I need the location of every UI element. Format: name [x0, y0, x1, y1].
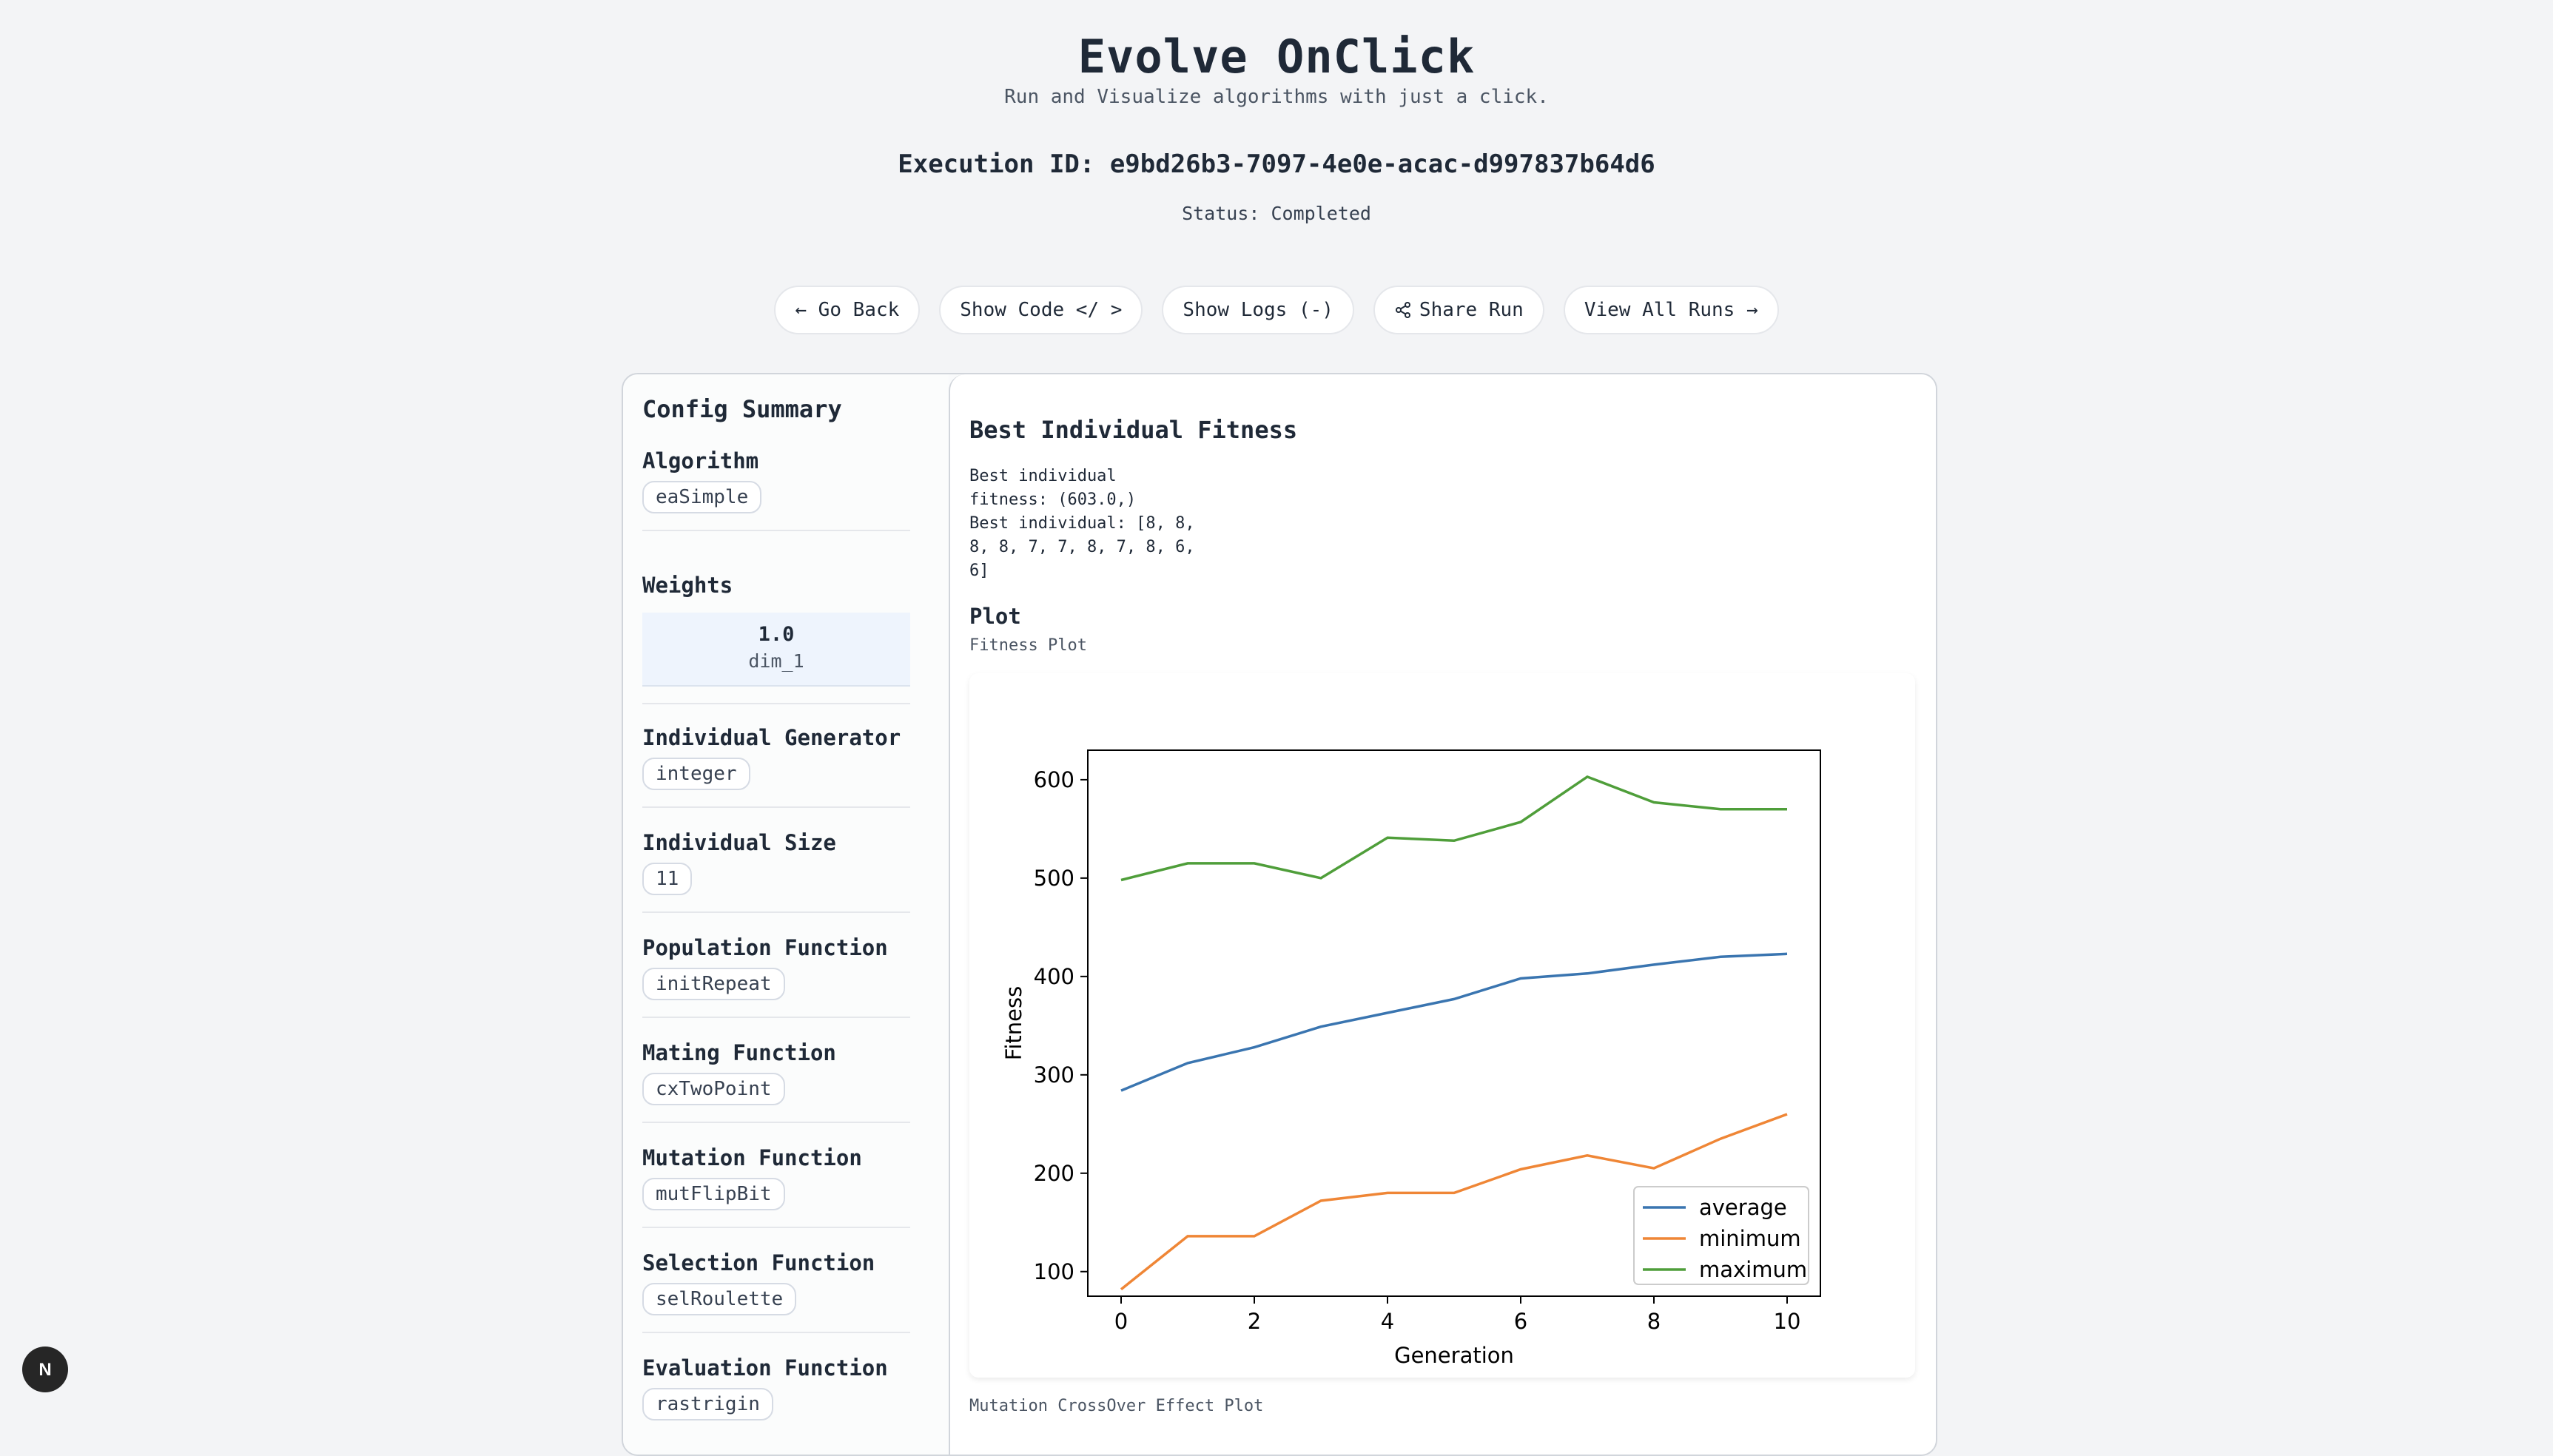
- evaluation-function-section: Evaluation Function rastrigin: [642, 1355, 910, 1420]
- toolbar: ← Go Back Show Code </ > Show Logs (-) S…: [0, 286, 2553, 334]
- individual-size-label: Individual Size: [642, 830, 836, 855]
- individual-generator-section: Individual Generator integer: [642, 725, 910, 790]
- divider: [642, 1017, 910, 1018]
- divider: [642, 911, 910, 913]
- individual-size-badge: 11: [642, 863, 693, 895]
- app-title: Evolve OnClick: [1077, 30, 1476, 84]
- algorithm-badge: eaSimple: [642, 481, 762, 513]
- dev-tools-badge[interactable]: N: [22, 1347, 68, 1392]
- x-tick-label: 2: [1248, 1309, 1261, 1334]
- individual-generator-label: Individual Generator: [642, 725, 901, 750]
- y-tick-label: 200: [1034, 1161, 1074, 1186]
- share-run-label: Share Run: [1419, 299, 1524, 321]
- config-sidebar: Config Summary Algorithm eaSimple Weight…: [623, 374, 949, 1455]
- plot-frame: [1087, 749, 1821, 1297]
- status-text: Status: Completed: [1182, 203, 1371, 224]
- go-back-button[interactable]: ← Go Back: [774, 286, 921, 334]
- weight-dim: dim_1: [748, 650, 804, 672]
- mutation-function-badge: mutFlipBit: [642, 1178, 785, 1210]
- mutation-function-label: Mutation Function: [642, 1145, 862, 1170]
- population-function-badge: initRepeat: [642, 968, 785, 1000]
- results-card: Config Summary Algorithm eaSimple Weight…: [622, 373, 1937, 1456]
- selection-function-label: Selection Function: [642, 1250, 875, 1275]
- population-function-label: Population Function: [642, 935, 888, 960]
- y-axis-label: Fitness: [1001, 986, 1026, 1060]
- divider: [642, 530, 910, 531]
- divider: [642, 1227, 910, 1228]
- mutation-function-section: Mutation Function mutFlipBit: [642, 1145, 910, 1210]
- show-code-label: Show Code </ >: [960, 299, 1123, 321]
- evaluation-function-badge: rastrigin: [642, 1388, 773, 1420]
- series-line-minimum: [1120, 1113, 1788, 1291]
- x-tick-label: 0: [1114, 1309, 1128, 1334]
- weights-label: Weights: [642, 573, 733, 598]
- show-logs-button[interactable]: Show Logs (-): [1162, 286, 1354, 334]
- show-logs-label: Show Logs (-): [1183, 299, 1333, 321]
- y-tick-label: 300: [1034, 1062, 1074, 1088]
- individual-size-section: Individual Size 11: [642, 830, 910, 895]
- share-icon: [1395, 302, 1410, 318]
- algorithm-label: Algorithm: [642, 448, 759, 473]
- y-tick-label: 500: [1034, 866, 1074, 891]
- plot-heading: Plot: [969, 604, 1021, 629]
- divider: [642, 806, 910, 808]
- selection-function-section: Selection Function selRoulette: [642, 1250, 910, 1315]
- individual-generator-badge: integer: [642, 758, 750, 790]
- view-all-runs-button[interactable]: View All Runs →: [1563, 286, 1779, 334]
- mating-function-section: Mating Function cxTwoPoint: [642, 1040, 910, 1105]
- weights-section: Weights 1.0 dim_1: [642, 573, 910, 687]
- selection-function-badge: selRoulette: [642, 1283, 797, 1315]
- next-logo-icon: N: [38, 1360, 51, 1380]
- show-code-button[interactable]: Show Code </ >: [939, 286, 1143, 334]
- best-individual-text: Best individual fitness: (603.0,) Best i…: [969, 467, 1195, 580]
- series-line-maximum: [1120, 775, 1787, 882]
- legend-entry-maximum: maximum: [1699, 1257, 1807, 1282]
- x-tick-label: 6: [1514, 1309, 1527, 1334]
- x-axis-label: Generation: [1394, 1343, 1514, 1368]
- x-tick-label: 10: [1774, 1309, 1801, 1334]
- go-back-label: ← Go Back: [795, 299, 900, 321]
- y-tick-label: 100: [1034, 1259, 1074, 1284]
- share-run-button[interactable]: Share Run: [1373, 286, 1544, 334]
- divider: [642, 1332, 910, 1333]
- view-all-runs-label: View All Runs →: [1584, 299, 1758, 321]
- mutation-crossover-plot-caption: Mutation CrossOver Effect Plot: [969, 1397, 1264, 1415]
- x-tick-label: 8: [1647, 1309, 1661, 1334]
- best-fitness-title: Best Individual Fitness: [969, 416, 1298, 444]
- results-main: Best Individual Fitness Best individual …: [949, 374, 1936, 1455]
- fitness-chart-svg: 0 2 4 6 8 10 100 200 300 400 500 600 Generation Fitne…: [1001, 749, 1821, 1368]
- mating-function-label: Mating Function: [642, 1040, 836, 1065]
- y-tick-label: 600: [1034, 767, 1074, 792]
- population-function-section: Population Function initRepeat: [642, 935, 910, 1000]
- divider: [642, 703, 910, 704]
- weight-value: 1.0: [758, 623, 795, 646]
- legend-entry-minimum: minimum: [1699, 1226, 1801, 1251]
- legend-box: [1633, 1186, 1809, 1285]
- svg-text:N: N: [38, 1360, 51, 1380]
- x-tick-label: 4: [1381, 1309, 1394, 1334]
- algorithm-section: Algorithm eaSimple: [642, 448, 910, 513]
- mating-function-badge: cxTwoPoint: [642, 1073, 785, 1105]
- series-line-average: [1120, 952, 1788, 1092]
- execution-id: Execution ID: e9bd26b3-7097-4e0e-acac-d9…: [898, 149, 1655, 179]
- y-tick-label: 400: [1034, 964, 1074, 989]
- fitness-plot-caption: Fitness Plot: [969, 636, 1087, 655]
- config-summary-title: Config Summary: [642, 395, 842, 423]
- divider: [642, 1122, 910, 1123]
- fitness-plot: 0 2 4 6 8 10 100 200 300 400 500 600 Generation Fitne…: [969, 673, 1915, 1378]
- weights-box: 1.0 dim_1: [642, 613, 910, 687]
- app-subtitle: Run and Visualize algorithms with just a…: [1004, 86, 1549, 108]
- evaluation-function-label: Evaluation Function: [642, 1355, 888, 1381]
- legend-entry-average: average: [1699, 1195, 1787, 1220]
